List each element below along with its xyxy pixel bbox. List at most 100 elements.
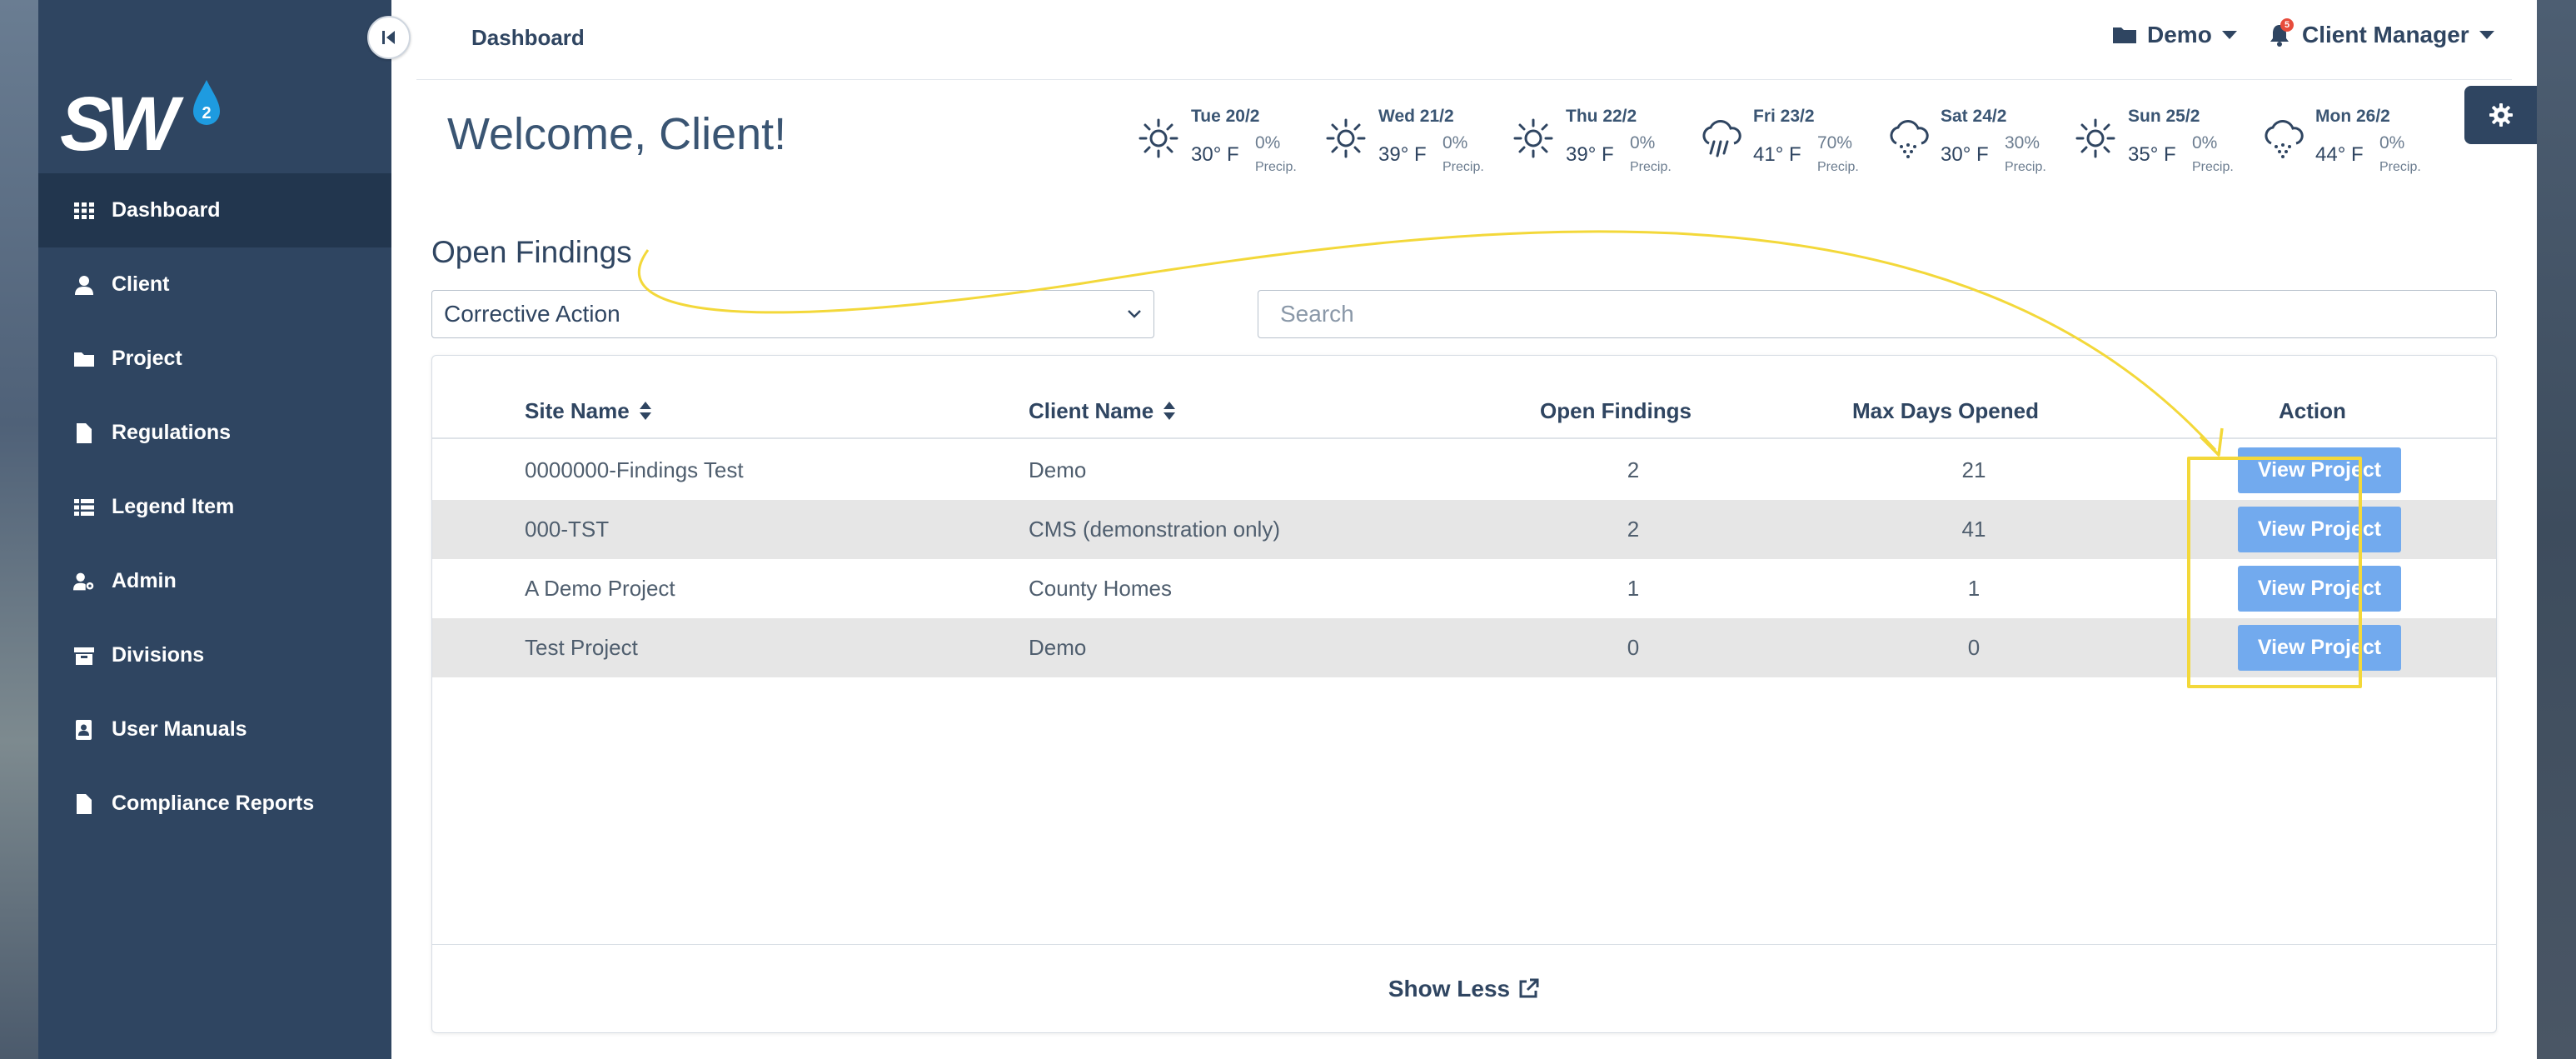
column-open-findings: Open Findings [1540, 398, 1692, 424]
folder-icon [73, 348, 103, 370]
sidebar-item-label: Admin [112, 569, 177, 592]
file-icon [73, 422, 103, 444]
sidebar-item-divisions[interactable]: Divisions [38, 618, 391, 692]
client-name-cell: CMS (demonstration only) [1029, 517, 1280, 542]
sidebar-item-admin[interactable]: Admin [38, 544, 391, 618]
sidebar-item-label: Dashboard [112, 198, 221, 222]
open-findings-cell: 1 [1627, 576, 1640, 601]
open-findings-cell: 0 [1627, 635, 1640, 660]
open-findings-cell: 2 [1627, 457, 1640, 482]
welcome-heading: Welcome, Client! [447, 109, 787, 159]
site-name-cell: 0000000-Findings Test [525, 457, 744, 482]
weather-temp: 44° F [2315, 143, 2364, 166]
sun-icon [2075, 118, 2115, 158]
notification-badge: 5 [2280, 18, 2294, 32]
caret-down-icon [2221, 31, 2237, 39]
column-label: Open Findings [1540, 398, 1692, 423]
user-icon [73, 274, 103, 296]
gear-icon [2489, 103, 2513, 127]
chevron-down-icon [1128, 310, 1141, 318]
search-input[interactable]: Search [1258, 290, 2497, 338]
sun-icon [1326, 118, 1366, 158]
background-left [0, 0, 38, 1059]
bell-icon[interactable]: 5 [2269, 18, 2294, 47]
sidebar-item-legend-item[interactable]: Legend Item [38, 470, 391, 544]
user-dropdown[interactable]: 5 Client Manager [2269, 18, 2494, 48]
show-less-link[interactable]: Show Less [432, 976, 2496, 1002]
column-site-name[interactable]: Site Name [525, 398, 651, 424]
folder-icon [2113, 27, 2136, 43]
sidebar-item-client[interactable]: Client [38, 247, 391, 322]
sidebar-item-project[interactable]: Project [38, 322, 391, 396]
project-dropdown[interactable]: Demo [2112, 22, 2237, 48]
sidebar-item-user-manuals[interactable]: User Manuals [38, 692, 391, 767]
table-row: A Demo Project County Homes 1 1 View Pro… [432, 559, 2496, 618]
weather-precip-label: Precip. [2192, 160, 2234, 174]
weather-precip-label: Precip. [1630, 160, 1672, 174]
view-project-button[interactable]: View Project [2238, 447, 2401, 493]
rain-icon [1702, 119, 1741, 157]
user-dropdown-label: Client Manager [2302, 22, 2469, 47]
sort-icon[interactable] [1163, 401, 1176, 422]
table-row: 0000000-Findings Test Demo 2 21 View Pro… [432, 441, 2496, 500]
sidebar: SW 2 Dashboard Client Project Regulation… [38, 0, 391, 1059]
main-content: Dashboard Demo 5 Client Manager [391, 0, 2537, 1059]
column-max-days: Max Days Opened [1852, 398, 2039, 424]
findings-table-card: Site Name Client Name Open Findings Max … [431, 355, 2497, 1033]
sidebar-item-label: Divisions [112, 643, 205, 667]
weather-date: Thu 22/2 [1566, 107, 1637, 126]
weather-day: Tue 20/2 30° F 0% Precip. [1137, 105, 1324, 180]
max-days-cell: 0 [1967, 635, 1981, 660]
weather-day: Sun 25/2 35° F 0% Precip. [2074, 105, 2261, 180]
column-client-name[interactable]: Client Name [1029, 398, 1176, 424]
sort-icon[interactable] [639, 401, 651, 422]
client-name-cell: Demo [1029, 635, 1087, 660]
view-project-button[interactable]: View Project [2238, 566, 2401, 612]
caret-down-icon [2479, 31, 2494, 39]
weather-temp: 30° F [1941, 143, 1989, 166]
weather-date: Fri 23/2 [1753, 107, 1815, 126]
sidebar-nav: Dashboard Client Project Regulations Leg… [38, 173, 391, 841]
settings-button[interactable] [2464, 86, 2537, 144]
client-name-cell: Demo [1029, 457, 1087, 482]
weather-forecast: Tue 20/2 30° F 0% Precip. Wed 21/2 39° F… [1137, 105, 2449, 180]
weather-precip-pct: 0% [1630, 133, 1656, 152]
weather-precip-label: Precip. [1817, 160, 1859, 174]
site-name-cell: A Demo Project [525, 576, 675, 601]
weather-day: Fri 23/2 41° F 70% Precip. [1699, 105, 1886, 180]
site-name-cell: Test Project [525, 635, 638, 660]
project-dropdown-label: Demo [2147, 22, 2212, 47]
view-project-button[interactable]: View Project [2238, 507, 2401, 552]
grid-icon [73, 200, 103, 222]
collapse-sidebar-button[interactable] [367, 16, 411, 59]
file-icon [73, 793, 103, 815]
view-project-button[interactable]: View Project [2238, 625, 2401, 671]
weather-precip-pct: 0% [2192, 133, 2218, 152]
address-book-icon [73, 719, 103, 741]
column-label: Max Days Opened [1852, 398, 2039, 423]
svg-text:SW: SW [60, 82, 184, 165]
weather-precip-pct: 30% [2005, 133, 2040, 152]
sidebar-item-label: Regulations [112, 421, 232, 444]
background-right [2537, 0, 2576, 1059]
table-footer-divider [432, 944, 2496, 945]
column-action: Action [2279, 398, 2346, 424]
table-row: 000-TST CMS (demonstration only) 2 41 Vi… [432, 500, 2496, 559]
weather-temp: 41° F [1753, 143, 1801, 166]
sidebar-item-regulations[interactable]: Regulations [38, 396, 391, 470]
weather-precip-label: Precip. [1255, 160, 1297, 174]
breadcrumb[interactable]: Dashboard [471, 25, 585, 50]
archive-icon [73, 645, 103, 667]
column-label: Action [2279, 398, 2346, 423]
weather-temp: 39° F [1566, 143, 1614, 166]
sidebar-item-dashboard[interactable]: Dashboard [38, 173, 391, 247]
client-name-cell: County Homes [1029, 576, 1172, 601]
weather-precip-pct: 0% [1255, 133, 1281, 152]
sidebar-item-label: Legend Item [112, 495, 235, 518]
findings-filter-select[interactable]: Corrective Action [431, 290, 1154, 338]
weather-date: Tue 20/2 [1191, 107, 1260, 126]
open-findings-title: Open Findings [431, 235, 632, 269]
app-logo[interactable]: SW 2 [60, 73, 243, 165]
sidebar-item-compliance-reports[interactable]: Compliance Reports [38, 767, 391, 841]
weather-date: Sun 25/2 [2128, 107, 2200, 126]
